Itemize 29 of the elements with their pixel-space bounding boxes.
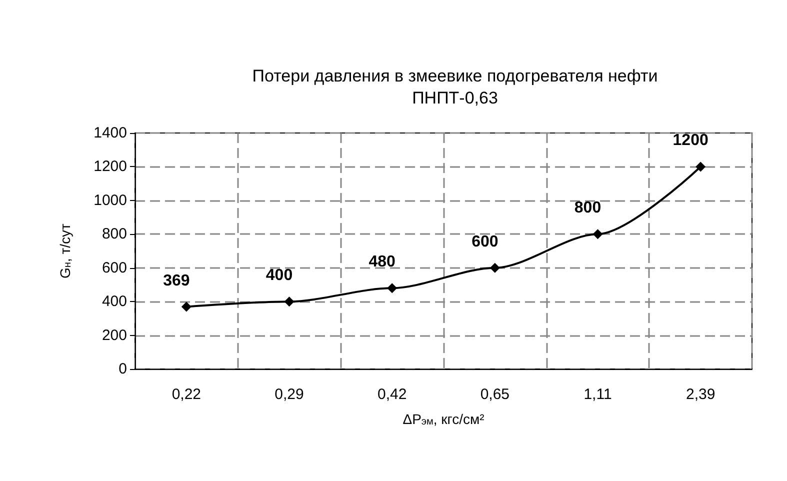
x-tick-label: 1,11 — [584, 386, 612, 403]
data-label: 600 — [472, 233, 498, 250]
y-tick-label: 400 — [102, 293, 127, 310]
point — [284, 296, 294, 307]
y-tick-label: 800 — [102, 226, 127, 243]
x-tick-label: 0,29 — [274, 386, 304, 403]
data-label: 800 — [574, 200, 602, 217]
y-tick-label: 1200 — [94, 158, 127, 176]
data-label: 369 — [163, 272, 190, 290]
data-label: 400 — [266, 267, 293, 284]
data-label: 1200 — [672, 132, 708, 150]
x-axis-title: ΔPэм, кгс/см² — [402, 411, 485, 428]
y-tick-label: 1400 — [94, 124, 127, 142]
point — [490, 262, 500, 273]
point — [387, 283, 398, 294]
y-tick-label: 1000 — [94, 192, 127, 209]
point — [181, 302, 192, 312]
point — [696, 162, 706, 172]
x-tick-label: 2,39 — [686, 386, 716, 403]
chart-title: Потери давления в змеевике подогревателя нефти ПНПТ-0,63 — [252, 66, 658, 108]
y-axis-title: Gн, т/сут — [57, 222, 74, 278]
y-tick-label: 200 — [102, 326, 127, 344]
x-tick-label: 0,22 — [172, 386, 202, 403]
y-tick-label: 600 — [102, 259, 127, 276]
point — [592, 229, 603, 240]
x-tick-label: 0,65 — [480, 386, 510, 403]
x-tick-label: 0,42 — [377, 386, 407, 403]
data-label: 480 — [368, 254, 396, 271]
y-tick-label: 0 — [118, 360, 127, 378]
